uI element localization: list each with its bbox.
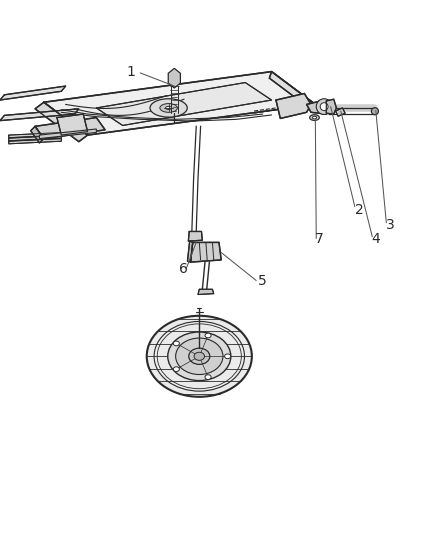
- Text: 7: 7: [315, 232, 324, 246]
- Polygon shape: [276, 93, 311, 118]
- Ellipse shape: [173, 341, 180, 346]
- Polygon shape: [198, 289, 214, 295]
- Polygon shape: [0, 109, 79, 120]
- Text: 5: 5: [258, 273, 267, 287]
- Polygon shape: [191, 243, 221, 262]
- Ellipse shape: [168, 332, 231, 381]
- Circle shape: [316, 99, 332, 115]
- Polygon shape: [307, 100, 331, 114]
- Polygon shape: [9, 135, 61, 141]
- Polygon shape: [269, 71, 315, 111]
- Polygon shape: [35, 118, 105, 139]
- Polygon shape: [326, 99, 336, 114]
- Ellipse shape: [205, 333, 211, 338]
- Polygon shape: [96, 83, 272, 125]
- Text: 2: 2: [355, 203, 364, 216]
- Ellipse shape: [205, 375, 211, 379]
- Ellipse shape: [189, 348, 210, 365]
- Ellipse shape: [160, 103, 177, 112]
- Circle shape: [320, 103, 328, 110]
- Polygon shape: [31, 126, 44, 143]
- Polygon shape: [9, 133, 61, 138]
- Ellipse shape: [194, 352, 205, 360]
- Ellipse shape: [176, 338, 223, 375]
- Ellipse shape: [173, 367, 180, 372]
- Polygon shape: [44, 71, 315, 135]
- Ellipse shape: [147, 316, 252, 397]
- Polygon shape: [188, 231, 202, 241]
- Text: 6: 6: [179, 262, 187, 276]
- Polygon shape: [57, 114, 88, 135]
- Text: 1: 1: [126, 64, 135, 78]
- Polygon shape: [35, 102, 88, 142]
- Polygon shape: [39, 129, 96, 139]
- Ellipse shape: [310, 115, 319, 120]
- Text: 3: 3: [385, 218, 394, 232]
- Ellipse shape: [312, 116, 317, 119]
- Polygon shape: [0, 86, 66, 100]
- Ellipse shape: [225, 354, 231, 359]
- Polygon shape: [168, 68, 180, 88]
- Ellipse shape: [371, 108, 378, 115]
- Text: 4: 4: [371, 232, 380, 246]
- Ellipse shape: [328, 108, 332, 115]
- Polygon shape: [187, 241, 193, 262]
- Polygon shape: [9, 139, 61, 144]
- Ellipse shape: [150, 99, 187, 117]
- Ellipse shape: [166, 107, 172, 109]
- Polygon shape: [336, 108, 345, 116]
